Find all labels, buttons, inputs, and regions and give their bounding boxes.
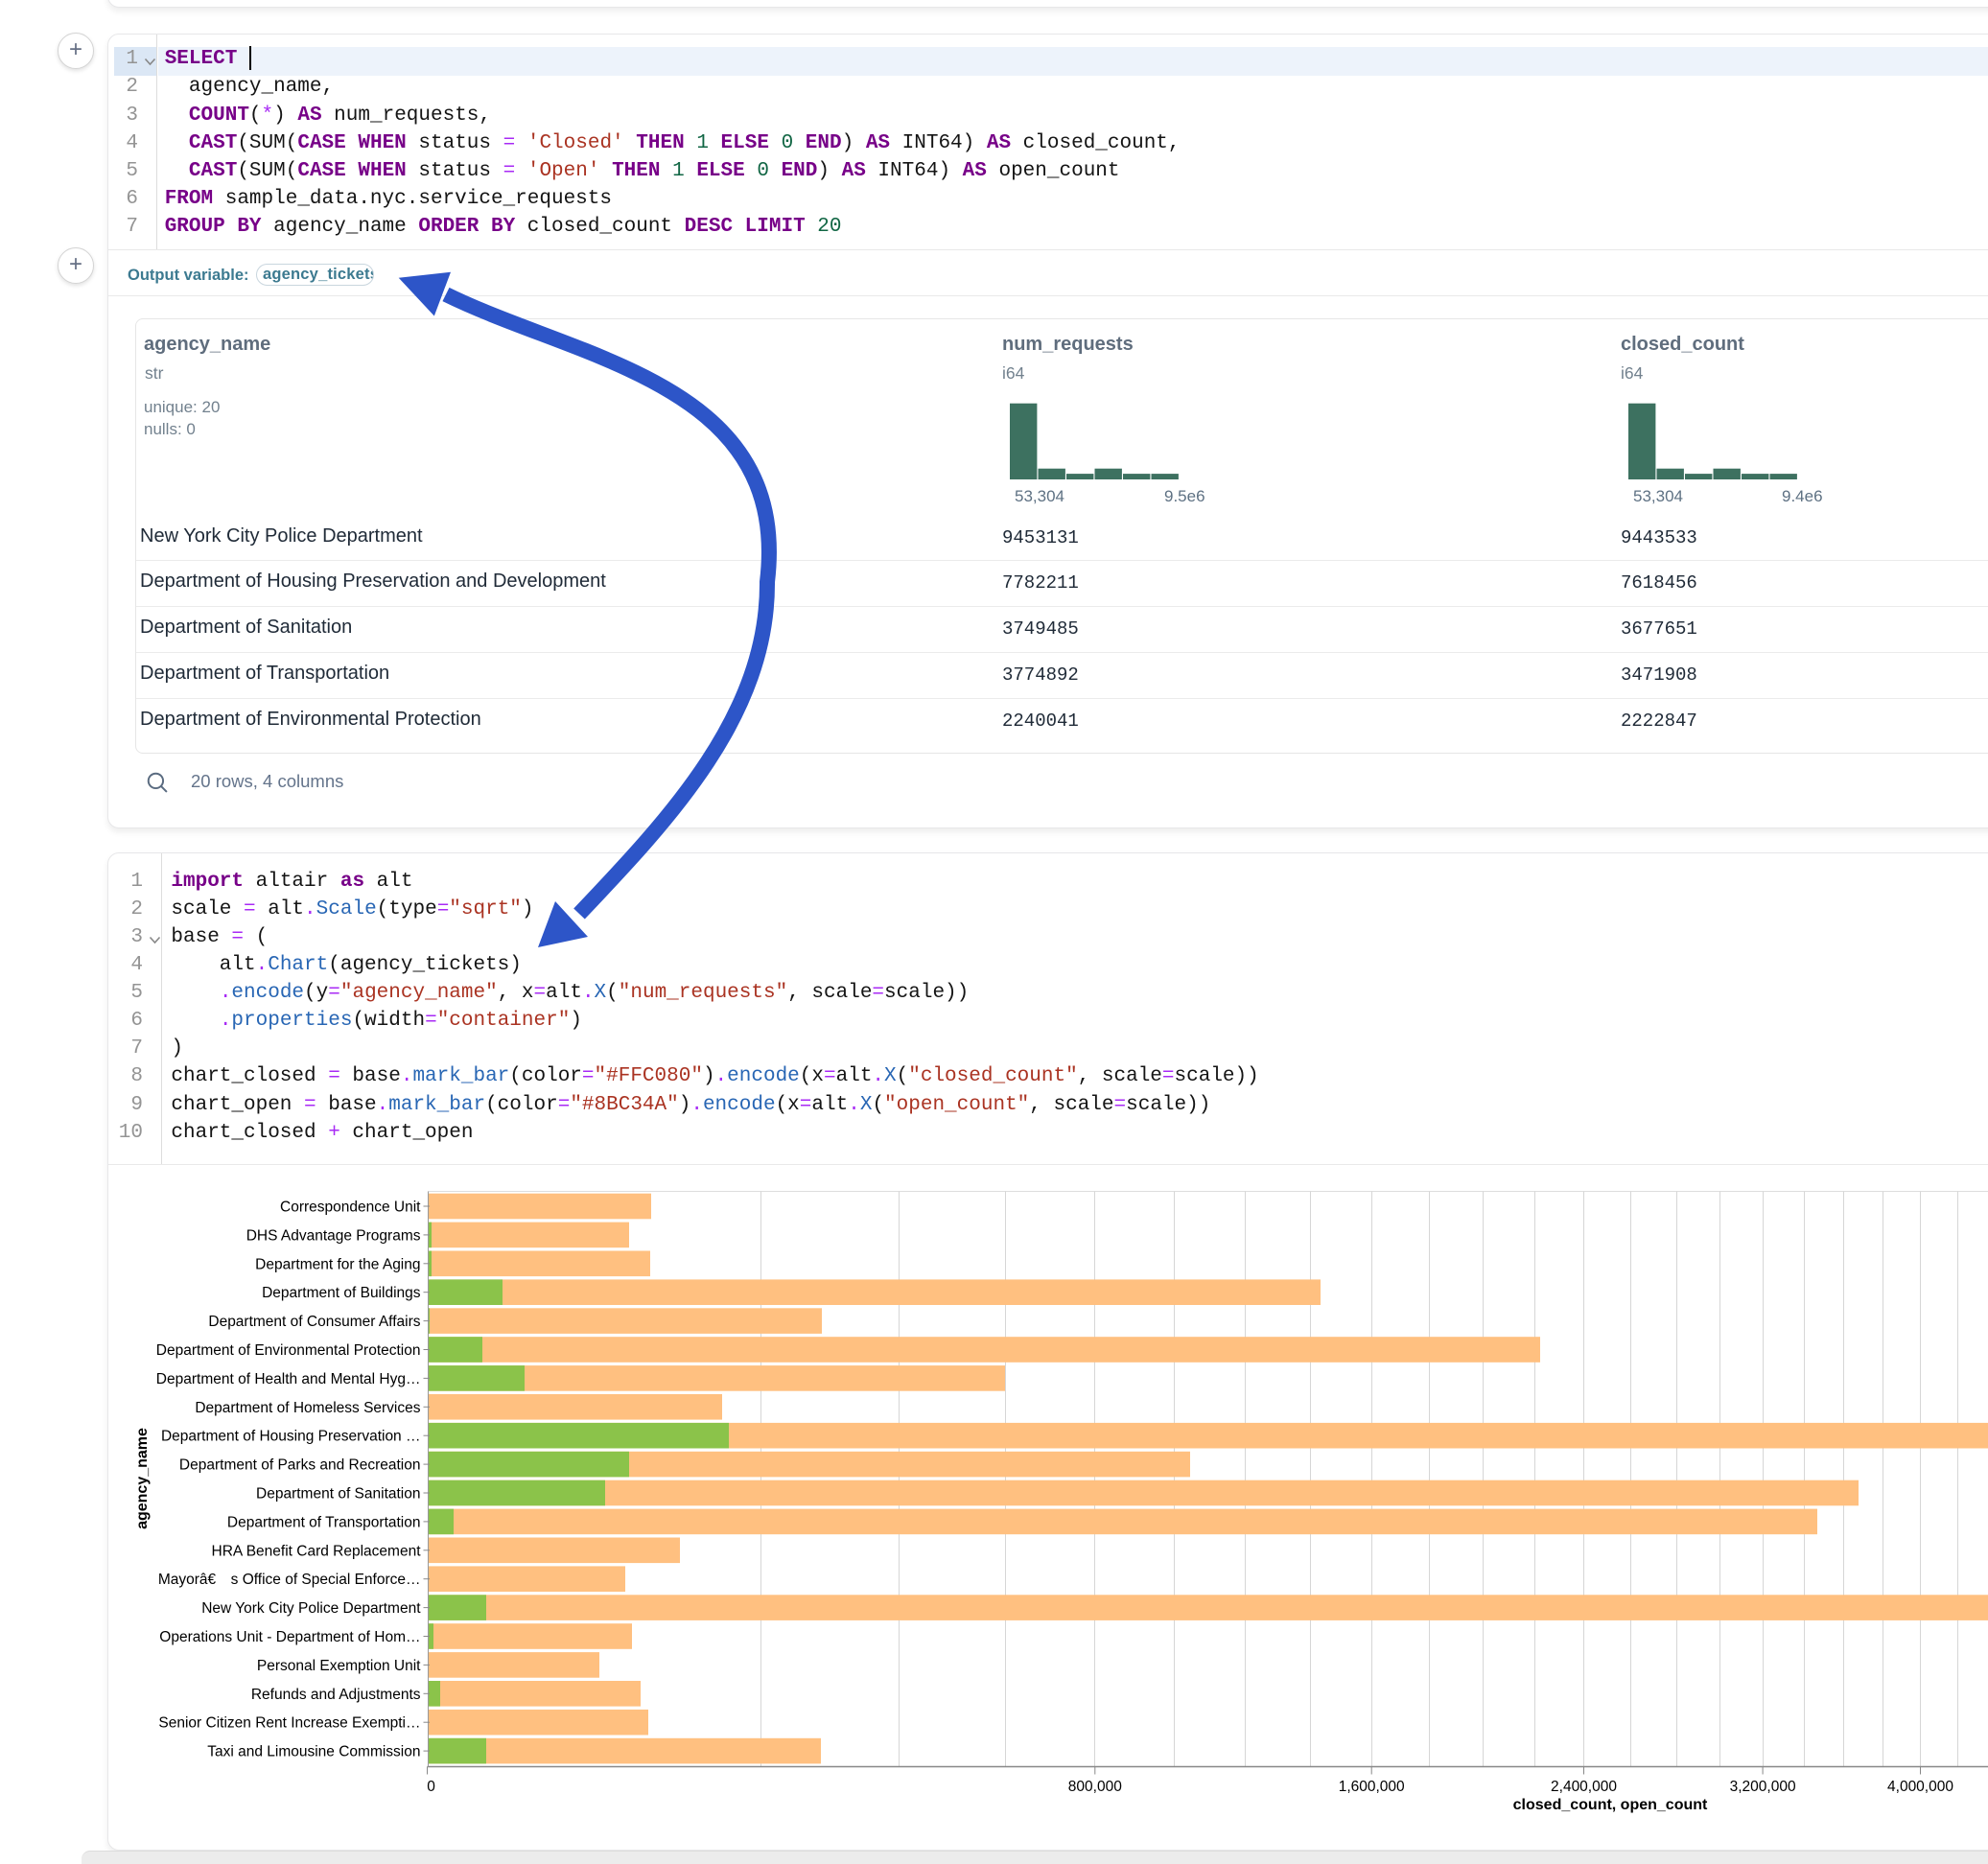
svg-text:Department of Sanitation: Department of Sanitation [256, 1486, 420, 1503]
svg-text:Department of Buildings: Department of Buildings [262, 1285, 421, 1301]
svg-text:Correspondence Unit: Correspondence Unit [280, 1200, 421, 1216]
svg-text:2,400,000: 2,400,000 [1551, 1779, 1617, 1795]
svg-text:Mayorâ€ s Office of Special E: Mayorâ€ s Office of Special Enforce… [158, 1572, 421, 1588]
svg-text:Personal Exemption Unit: Personal Exemption Unit [257, 1658, 421, 1674]
svg-text:Department of Environmental Pr: Department of Environmental Protection [156, 1342, 421, 1359]
svg-text:Taxi and Limousine Commission: Taxi and Limousine Commission [207, 1744, 420, 1760]
svg-text:closed_count, open_count: closed_count, open_count [1513, 1797, 1708, 1813]
svg-text:Department of Homeless Service: Department of Homeless Services [195, 1400, 420, 1416]
svg-text:4,000,000: 4,000,000 [1887, 1779, 1953, 1795]
svg-text:Department of Consumer Affairs: Department of Consumer Affairs [208, 1314, 420, 1330]
svg-text:Department of Health and Menta: Department of Health and Mental Hyg… [156, 1371, 421, 1387]
svg-text:3,200,000: 3,200,000 [1730, 1779, 1796, 1795]
svg-text:800,000: 800,000 [1068, 1779, 1122, 1795]
svg-text:agency_name: agency_name [134, 1428, 151, 1529]
svg-text:Refunds and Adjustments: Refunds and Adjustments [251, 1687, 421, 1703]
svg-text:0: 0 [427, 1779, 435, 1795]
svg-text:Department of Housing Preserva: Department of Housing Preservation … [161, 1429, 421, 1445]
svg-text:Department for the Aging: Department for the Aging [255, 1256, 420, 1272]
svg-text:Department of Transportation: Department of Transportation [227, 1514, 421, 1530]
svg-text:1,600,000: 1,600,000 [1339, 1779, 1405, 1795]
svg-text:Department of Parks and Recrea: Department of Parks and Recreation [179, 1457, 421, 1474]
svg-text:HRA Benefit Card Replacement: HRA Benefit Card Replacement [212, 1543, 422, 1559]
svg-text:DHS Advantage Programs: DHS Advantage Programs [246, 1227, 421, 1244]
svg-text:New York City Police Departmen: New York City Police Department [201, 1600, 421, 1617]
svg-text:Operations Unit - Department o: Operations Unit - Department of Hom… [159, 1629, 420, 1645]
svg-text:Senior Citizen Rent Increase E: Senior Citizen Rent Increase Exempti… [158, 1715, 420, 1732]
